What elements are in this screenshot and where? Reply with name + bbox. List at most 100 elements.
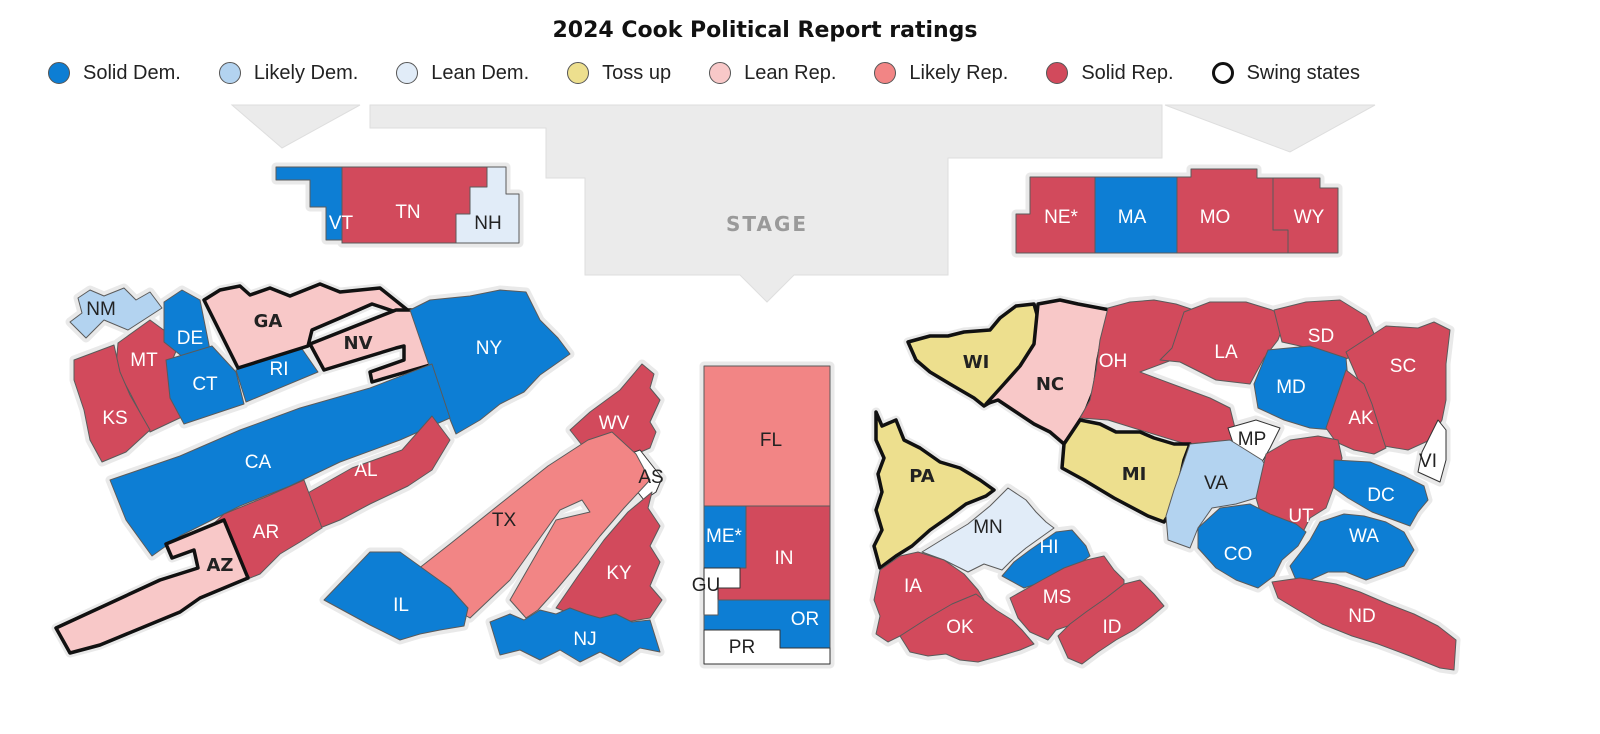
legend-swatch: [1211, 62, 1234, 84]
legend-swatch: [218, 62, 241, 84]
legend-label: Solid Rep.: [1081, 61, 1174, 84]
delegation-label-wi: WI: [963, 352, 990, 373]
legend-swatch: [1046, 62, 1069, 84]
delegation-label-ct: CT: [192, 374, 218, 395]
delegation-label-ne: NE*: [1044, 207, 1078, 228]
delegation-label-ri: RI: [270, 359, 289, 380]
delegation-label-ga: GA: [254, 311, 283, 332]
delegation-block-va: [1165, 439, 1273, 549]
legend-label: Toss up: [602, 61, 672, 84]
legend-swatch: [396, 62, 419, 84]
delegation-block-nd: [1271, 577, 1457, 671]
delegation-label-wa: WA: [1349, 526, 1379, 547]
delegation-block-az: [54, 518, 250, 655]
delegation-label-nc: NC: [1036, 374, 1064, 395]
legend-label: Likely Rep.: [909, 61, 1009, 84]
delegation-block-al: [305, 415, 451, 529]
delegation-label-hi: HI: [1040, 537, 1059, 558]
delegation-label-nh: NH: [474, 213, 501, 234]
delegation-labels: VT TN NH NE* MA MO WY NM MT KS DE CT RI GA NV NY CA AL AR A…: [86, 202, 1437, 658]
delegation-block-ak: [1325, 369, 1387, 455]
delegation-label-ms: MS: [1043, 587, 1072, 608]
delegation-block-mn: [921, 487, 1055, 573]
delegation-block-tx: [403, 431, 651, 619]
legend-swatch: [709, 62, 732, 84]
delegation-label-oh: OH: [1099, 351, 1128, 372]
delegation-block-id: [1057, 579, 1165, 665]
delegation-block-ga: [202, 282, 412, 370]
delegation-label-ks: KS: [102, 408, 127, 429]
delegation-label-sd: SD: [1308, 326, 1334, 347]
delegation-block-ny: [409, 289, 571, 435]
delegation-label-vi: VI: [1419, 451, 1437, 472]
delegation-label-dc: DC: [1367, 485, 1394, 506]
delegation-label-ar: AR: [253, 522, 279, 543]
delegation-label-pa: PA: [909, 466, 935, 487]
delegation-block-ok: [899, 593, 1035, 663]
delegation-block-wa: [1289, 513, 1415, 581]
legend-item-lean-dem: Lean Dem.: [396, 62, 529, 85]
delegation-label-wy: WY: [1294, 207, 1325, 228]
legend-label: Solid Dem.: [83, 61, 181, 84]
delegation-label-or: OR: [791, 609, 820, 630]
delegation-label-vt: VT: [329, 213, 354, 234]
delegation-block-ky: [555, 491, 663, 625]
delegation-label-me: ME*: [706, 526, 743, 547]
delegation-block-dc: [1333, 459, 1429, 527]
delegation-label-nj: NJ: [573, 629, 596, 650]
delegation-label-ok: OK: [946, 617, 974, 638]
delegation-block-nh: [455, 166, 520, 244]
delegation-label-co: CO: [1224, 544, 1253, 565]
delegation-label-ak: AK: [1348, 408, 1374, 429]
delegation-block-il: [323, 551, 469, 641]
delegation-label-ny: NY: [476, 338, 503, 359]
delegation-label-tn: TN: [395, 202, 420, 223]
delegation-label-pr: PR: [729, 637, 755, 658]
delegation-label-id: ID: [1103, 617, 1122, 638]
delegation-block-mo: [1176, 168, 1289, 254]
delegation-block-ct: [165, 345, 245, 425]
delegation-block-nm: [69, 287, 163, 339]
delegation-block-vi: [1417, 419, 1447, 483]
delegation-label-wv: WV: [599, 413, 630, 434]
legend-item-likely-rep: Likely Rep.: [874, 62, 1008, 85]
delegation-label-mo: MO: [1200, 207, 1231, 228]
delegation-label-la: LA: [1214, 342, 1238, 363]
delegation-label-nd: ND: [1348, 606, 1375, 627]
delegation-label-tx: TX: [492, 510, 517, 531]
legend-swatch: [874, 62, 897, 84]
stage-area: [230, 104, 1376, 303]
delegation-label-mt: MT: [130, 350, 158, 371]
legend-item-solid-dem: Solid Dem.: [48, 62, 181, 85]
delegation-label-mi: MI: [1122, 464, 1147, 485]
delegation-block-nj: [489, 607, 661, 663]
delegation-label-nm: NM: [86, 299, 116, 320]
delegation-label-mp: MP: [1238, 429, 1267, 450]
delegation-block-ca: [109, 363, 451, 557]
delegation-label-ca: CA: [245, 452, 272, 473]
stage-label: STAGE: [726, 212, 808, 236]
delegation-label-de: DE: [177, 328, 203, 349]
delegation-block-la: [1159, 301, 1287, 385]
legend-item-lean-rep: Lean Rep.: [709, 62, 836, 85]
delegation-block-co: [1197, 503, 1307, 589]
delegation-block-wy: [1272, 177, 1339, 254]
delegation-label-va: VA: [1204, 473, 1228, 494]
delegation-block-oh: [1079, 299, 1239, 445]
legend-label: Lean Dem.: [431, 61, 530, 84]
delegation-label-ia: IA: [904, 576, 922, 597]
delegation-label-in: IN: [775, 548, 794, 569]
delegation-label-il: IL: [393, 595, 409, 616]
delegation-label-fl: FL: [760, 430, 782, 451]
delegation-label-as: AS: [638, 467, 663, 488]
delegation-label-ky: KY: [606, 563, 632, 584]
legend-swatch: [48, 62, 70, 84]
legend-swatch: [567, 62, 590, 84]
delegation-block-pa: [872, 410, 996, 570]
delegation-block-pr: [703, 629, 831, 665]
delegation-label-az: AZ: [207, 555, 234, 576]
legend-item-swing: Swing states: [1211, 62, 1360, 85]
legend-item-likely-dem: Likely Dem.: [218, 62, 358, 85]
delegation-label-md: MD: [1276, 377, 1306, 398]
